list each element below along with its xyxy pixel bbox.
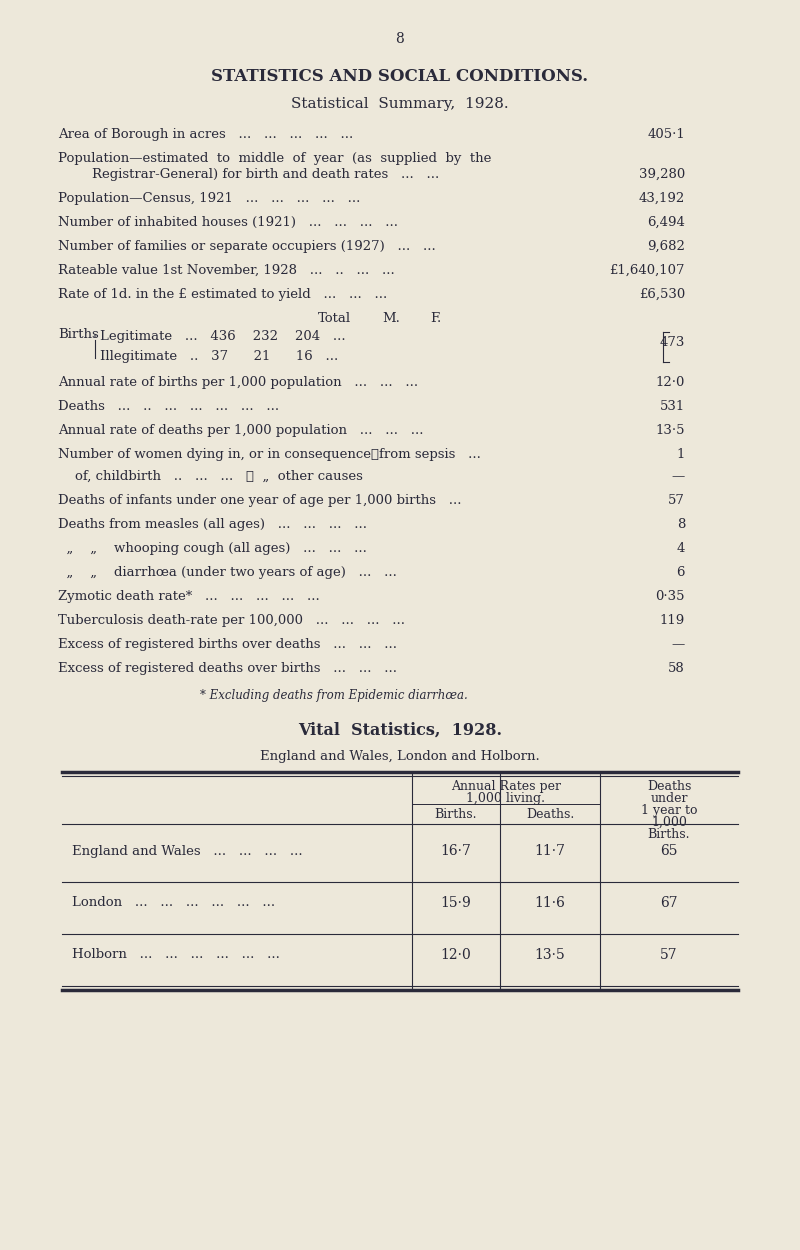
Text: £6,530: £6,530: [638, 288, 685, 301]
Text: Vital  Statistics,  1928.: Vital Statistics, 1928.: [298, 722, 502, 739]
Text: 11·6: 11·6: [534, 896, 566, 910]
Text: Rateable value 1st November, 1928   ...   ..   ...   ...: Rateable value 1st November, 1928 ... ..…: [58, 264, 394, 278]
Text: Deaths.: Deaths.: [526, 808, 574, 821]
Text: 1,000 living.: 1,000 living.: [466, 792, 546, 805]
Text: 8: 8: [396, 32, 404, 46]
Text: 39,280: 39,280: [638, 168, 685, 181]
Text: M.: M.: [382, 312, 400, 325]
Text: Rate of 1d. in the £ estimated to yield   ...   ...   ...: Rate of 1d. in the £ estimated to yield …: [58, 288, 387, 301]
Text: Legitimate   ...   436    232    204   ...: Legitimate ... 436 232 204 ...: [100, 330, 346, 342]
Text: 11·7: 11·7: [534, 844, 566, 858]
Text: Registrar-General) for birth and death rates   ...   ...: Registrar-General) for birth and death r…: [58, 168, 439, 181]
Text: Holborn   ...   ...   ...   ...   ...   ...: Holborn ... ... ... ... ... ...: [72, 949, 280, 961]
Text: 13·5: 13·5: [534, 948, 566, 962]
Text: Births: Births: [58, 329, 98, 341]
Text: 0·35: 0·35: [655, 590, 685, 602]
Text: Population—Census, 1921   ...   ...   ...   ...   ...: Population—Census, 1921 ... ... ... ... …: [58, 192, 360, 205]
Text: 473: 473: [660, 335, 685, 349]
Text: 15·9: 15·9: [441, 896, 471, 910]
Text: 1,000: 1,000: [651, 816, 687, 829]
Text: 43,192: 43,192: [638, 192, 685, 205]
Text: Annual rate of births per 1,000 population   ...   ...   ...: Annual rate of births per 1,000 populati…: [58, 376, 418, 389]
Text: „    „    diarrhœa (under two years of age)   ...   ...: „ „ diarrhœa (under two years of age) ..…: [58, 566, 397, 579]
Text: England and Wales, London and Holborn.: England and Wales, London and Holborn.: [260, 750, 540, 762]
Text: —: —: [672, 638, 685, 651]
Text: London   ...   ...   ...   ...   ...   ...: London ... ... ... ... ... ...: [72, 896, 275, 910]
Text: 65: 65: [660, 844, 678, 858]
Text: „    „    whooping cough (all ages)   ...   ...   ...: „ „ whooping cough (all ages) ... ... ..…: [58, 542, 367, 555]
Text: Births.: Births.: [434, 808, 478, 821]
Text: of, childbirth   ..   ...   ...   ⦄  „  other causes: of, childbirth .. ... ... ⦄ „ other caus…: [58, 470, 363, 482]
Text: —: —: [672, 470, 685, 482]
Text: * Excluding deaths from Epidemic diarrhœa.: * Excluding deaths from Epidemic diarrhœ…: [200, 689, 468, 702]
Text: Statistical  Summary,  1928.: Statistical Summary, 1928.: [291, 98, 509, 111]
Text: F.: F.: [430, 312, 442, 325]
Text: Total: Total: [318, 312, 351, 325]
Text: England and Wales   ...   ...   ...   ...: England and Wales ... ... ... ...: [72, 845, 302, 858]
Text: Number of inhabited houses (1921)   ...   ...   ...   ...: Number of inhabited houses (1921) ... ..…: [58, 216, 398, 229]
Text: 16·7: 16·7: [441, 844, 471, 858]
Text: 1: 1: [677, 448, 685, 461]
Text: Number of families or separate occupiers (1927)   ...   ...: Number of families or separate occupiers…: [58, 240, 436, 252]
Text: Births.: Births.: [648, 828, 690, 841]
Text: Deaths: Deaths: [647, 780, 691, 792]
Text: 8: 8: [677, 518, 685, 531]
Text: 4: 4: [677, 542, 685, 555]
Text: 57: 57: [668, 494, 685, 508]
Text: 119: 119: [660, 614, 685, 628]
Text: Annual Rates per: Annual Rates per: [451, 780, 561, 792]
Text: Area of Borough in acres   ...   ...   ...   ...   ...: Area of Borough in acres ... ... ... ...…: [58, 127, 354, 141]
Text: 67: 67: [660, 896, 678, 910]
Text: STATISTICS AND SOCIAL CONDITIONS.: STATISTICS AND SOCIAL CONDITIONS.: [211, 68, 589, 85]
Text: 6: 6: [677, 566, 685, 579]
Text: Deaths of infants under one year of age per 1,000 births   ...: Deaths of infants under one year of age …: [58, 494, 462, 508]
Text: Excess of registered births over deaths   ...   ...   ...: Excess of registered births over deaths …: [58, 638, 397, 651]
Text: 12·0: 12·0: [441, 948, 471, 962]
Text: Illegitimate   ..   37      21      16   ...: Illegitimate .. 37 21 16 ...: [100, 350, 338, 362]
Text: 58: 58: [668, 662, 685, 675]
Text: under: under: [650, 792, 688, 805]
Text: 9,682: 9,682: [647, 240, 685, 252]
Text: 12·0: 12·0: [656, 376, 685, 389]
Text: 57: 57: [660, 948, 678, 962]
Text: 13·5: 13·5: [655, 424, 685, 438]
Text: Population—estimated  to  middle  of  year  (as  supplied  by  the: Population—estimated to middle of year (…: [58, 152, 491, 165]
Text: 1 year to: 1 year to: [641, 804, 698, 818]
Text: £1,640,107: £1,640,107: [610, 264, 685, 278]
Text: Deaths from measles (all ages)   ...   ...   ...   ...: Deaths from measles (all ages) ... ... .…: [58, 518, 367, 531]
Text: Deaths   ...   ..   ...   ...   ...   ...   ...: Deaths ... .. ... ... ... ... ...: [58, 400, 279, 412]
Text: 6,494: 6,494: [647, 216, 685, 229]
Text: Annual rate of deaths per 1,000 population   ...   ...   ...: Annual rate of deaths per 1,000 populati…: [58, 424, 423, 438]
Text: Tuberculosis death-rate per 100,000   ...   ...   ...   ...: Tuberculosis death-rate per 100,000 ... …: [58, 614, 405, 628]
Text: Number of women dying in, or in consequence⦃from sepsis   ...: Number of women dying in, or in conseque…: [58, 448, 481, 461]
Text: Excess of registered deaths over births   ...   ...   ...: Excess of registered deaths over births …: [58, 662, 397, 675]
Text: 531: 531: [660, 400, 685, 412]
Text: 405·1: 405·1: [647, 127, 685, 141]
Text: Zymotic death rate*   ...   ...   ...   ...   ...: Zymotic death rate* ... ... ... ... ...: [58, 590, 320, 602]
